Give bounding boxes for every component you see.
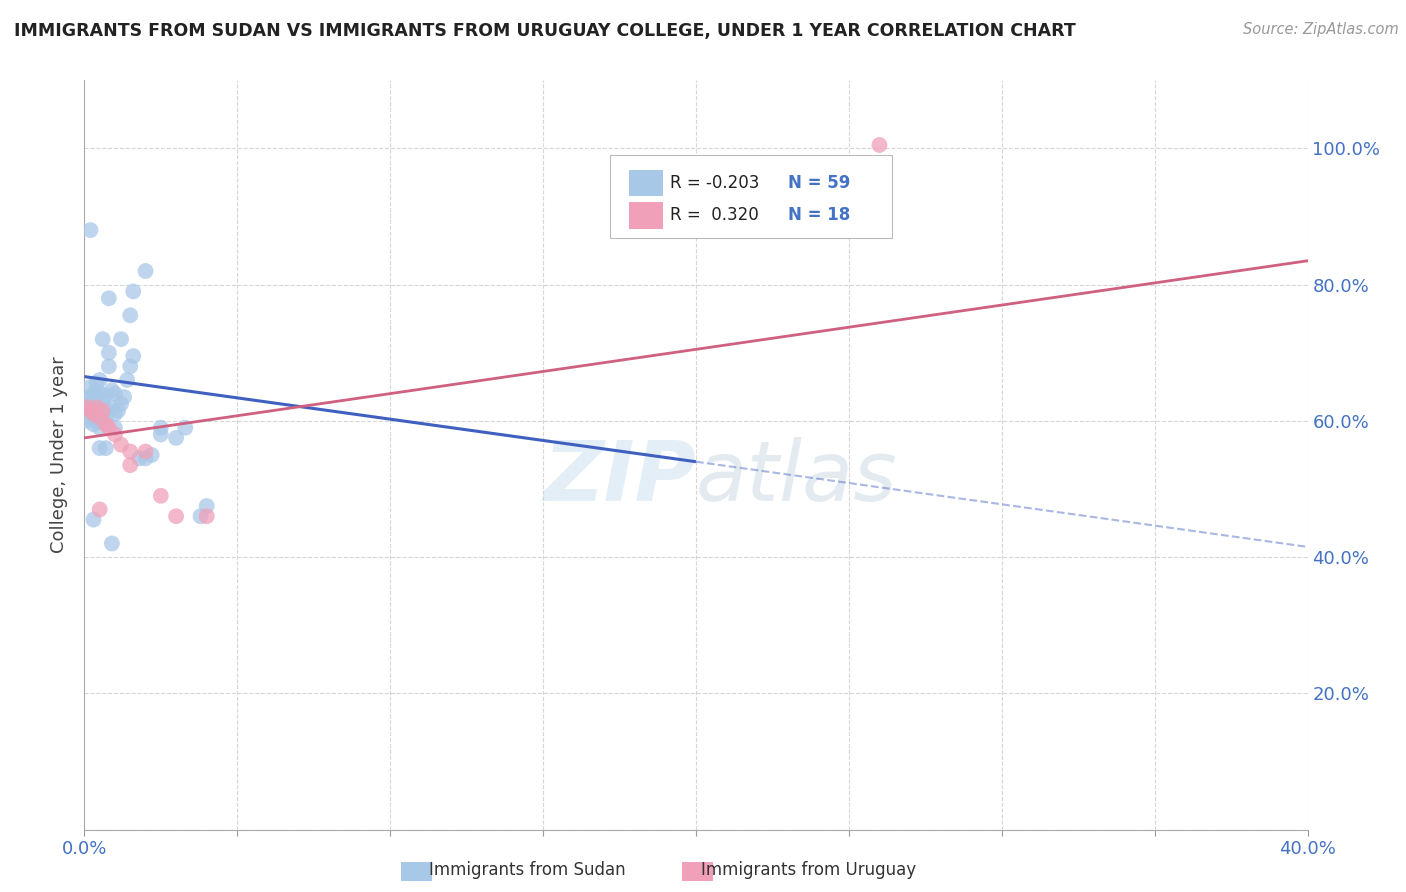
Point — [83, 417, 105, 432]
Point — [91, 403, 114, 417]
Point — [83, 407, 105, 421]
Point — [79, 401, 101, 415]
Text: atlas: atlas — [696, 437, 897, 518]
Text: Source: ZipAtlas.com: Source: ZipAtlas.com — [1243, 22, 1399, 37]
Point — [89, 420, 111, 434]
Point — [89, 410, 111, 425]
Point — [104, 427, 127, 442]
Point — [165, 509, 187, 524]
Point — [94, 388, 117, 402]
Point — [83, 397, 105, 411]
Point — [86, 414, 108, 428]
Point — [107, 403, 129, 417]
Point — [79, 390, 101, 404]
Point — [101, 536, 124, 550]
Point — [76, 401, 98, 415]
Point — [76, 393, 98, 408]
Point — [94, 412, 117, 426]
Point — [79, 223, 101, 237]
Point — [135, 264, 157, 278]
Point — [120, 458, 142, 472]
Point — [97, 291, 120, 305]
Point — [120, 308, 142, 322]
Point — [110, 397, 132, 411]
Point — [120, 359, 142, 374]
Point — [83, 513, 105, 527]
Point — [94, 417, 117, 432]
Point — [79, 380, 101, 394]
Text: IMMIGRANTS FROM SUDAN VS IMMIGRANTS FROM URUGUAY COLLEGE, UNDER 1 YEAR CORRELATI: IMMIGRANTS FROM SUDAN VS IMMIGRANTS FROM… — [14, 22, 1076, 40]
Point — [190, 509, 212, 524]
Point — [89, 441, 111, 455]
FancyBboxPatch shape — [628, 202, 664, 228]
Point — [91, 332, 114, 346]
Point — [97, 345, 120, 359]
Text: N = 59: N = 59 — [787, 174, 851, 192]
Point — [91, 415, 114, 429]
Y-axis label: College, Under 1 year: College, Under 1 year — [51, 357, 69, 553]
Point — [128, 451, 150, 466]
Text: Immigrants from Uruguay: Immigrants from Uruguay — [700, 861, 917, 879]
Point — [141, 448, 163, 462]
Point — [97, 420, 120, 434]
Point — [97, 359, 120, 374]
Point — [195, 509, 218, 524]
Text: N = 18: N = 18 — [787, 206, 851, 224]
Point — [110, 332, 132, 346]
Point — [122, 349, 145, 363]
Point — [89, 410, 111, 425]
Point — [195, 499, 218, 513]
Point — [91, 393, 114, 408]
Point — [79, 403, 101, 417]
Point — [91, 406, 114, 420]
Point — [135, 451, 157, 466]
FancyBboxPatch shape — [628, 170, 664, 196]
Point — [104, 407, 127, 421]
Text: R = -0.203: R = -0.203 — [671, 174, 759, 192]
Point — [149, 420, 172, 434]
Point — [76, 414, 98, 428]
Point — [135, 444, 157, 458]
Point — [869, 138, 891, 153]
Point — [89, 373, 111, 387]
Point — [76, 403, 98, 417]
Point — [86, 403, 108, 417]
Point — [83, 386, 105, 401]
Point — [101, 401, 124, 415]
Point — [122, 285, 145, 299]
FancyBboxPatch shape — [610, 155, 891, 237]
Point — [149, 489, 172, 503]
Point — [94, 401, 117, 416]
Point — [149, 427, 172, 442]
Text: ZIP: ZIP — [543, 437, 696, 518]
Text: R =  0.320: R = 0.320 — [671, 206, 759, 224]
Point — [165, 431, 187, 445]
Point — [112, 390, 135, 404]
Point — [104, 420, 127, 434]
Point — [86, 376, 108, 391]
Point — [101, 383, 124, 397]
Point — [79, 410, 101, 425]
Point — [174, 420, 197, 434]
Point — [86, 401, 108, 415]
Point — [115, 373, 138, 387]
Point — [110, 438, 132, 452]
Point — [89, 401, 111, 415]
Point — [89, 386, 111, 401]
Point — [89, 502, 111, 516]
Point — [120, 444, 142, 458]
Text: Immigrants from Sudan: Immigrants from Sudan — [429, 861, 626, 879]
Point — [86, 390, 108, 404]
Point — [104, 386, 127, 401]
Point — [83, 407, 105, 421]
Point — [94, 441, 117, 455]
